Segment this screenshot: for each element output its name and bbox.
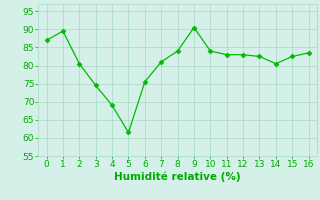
X-axis label: Humidité relative (%): Humidité relative (%) [114,172,241,182]
